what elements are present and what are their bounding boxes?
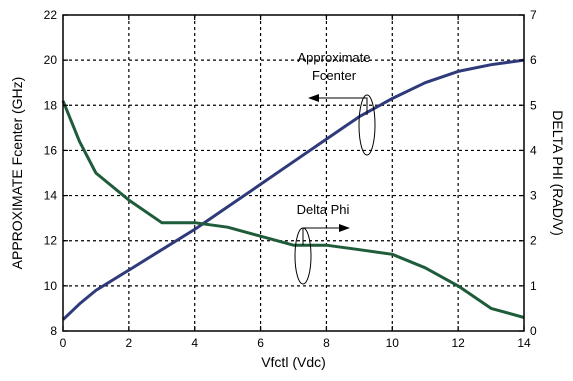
right-y-tick-label: 4 xyxy=(530,143,537,157)
x-tick-label: 10 xyxy=(386,336,400,350)
plot-frame xyxy=(62,14,525,332)
left-y-tick-label: 10 xyxy=(44,279,58,293)
annotation-fcenter: Fcenter xyxy=(312,68,357,83)
left-y-tick-label: 16 xyxy=(44,143,58,157)
x-tick-label: 12 xyxy=(451,336,465,350)
deltaphi-arrow-head xyxy=(339,224,350,232)
annotations: Approximate Fcenter Delta Phi xyxy=(294,50,376,285)
x-tick-label: 8 xyxy=(323,336,330,350)
ticks xyxy=(62,14,525,332)
x-tick-label: 0 xyxy=(60,336,67,350)
right-y-tick-label: 6 xyxy=(530,53,537,67)
right-y-tick-label: 7 xyxy=(530,8,537,22)
right-y-tick-label: 3 xyxy=(530,189,537,203)
x-tick-label: 6 xyxy=(257,336,264,350)
annotation-approximate: Approximate xyxy=(298,50,371,65)
series-line-1 xyxy=(61,100,525,319)
right-y-tick-label: 2 xyxy=(530,234,537,248)
left-y-tick-label: 18 xyxy=(44,98,58,112)
left-y-tick-label: 14 xyxy=(44,189,58,203)
left-y-tick-label: 8 xyxy=(50,324,57,338)
left-y-tick-label: 12 xyxy=(44,234,58,248)
x-axis-title: Vfctl (Vdc) xyxy=(261,354,326,370)
series xyxy=(61,58,525,321)
fcenter-callout-ellipse xyxy=(358,94,376,156)
grid xyxy=(63,15,524,331)
fcenter-callout-line xyxy=(318,97,368,115)
annotation-marks xyxy=(294,94,376,285)
right-y-tick-label: 1 xyxy=(530,279,537,293)
left-y-tick-label: 22 xyxy=(44,8,58,22)
deltaphi-callout-line xyxy=(302,227,340,245)
x-tick-label: 4 xyxy=(191,336,198,350)
right-y-tick-label: 0 xyxy=(530,324,537,338)
right-y-axis-title: DELTA PHI (RAD/V) xyxy=(550,110,566,236)
x-tick-label: 14 xyxy=(517,336,531,350)
left-y-axis-title: APPROXIMATE Fcenter (GHz) xyxy=(9,77,25,270)
series-line-0 xyxy=(61,58,525,321)
fcenter-arrow-head xyxy=(308,94,319,102)
right-y-tick-label: 5 xyxy=(530,98,537,112)
x-tick-label: 2 xyxy=(126,336,133,350)
left-y-tick-label: 20 xyxy=(44,53,58,67)
annotation-delta-phi: Delta Phi xyxy=(297,202,350,217)
